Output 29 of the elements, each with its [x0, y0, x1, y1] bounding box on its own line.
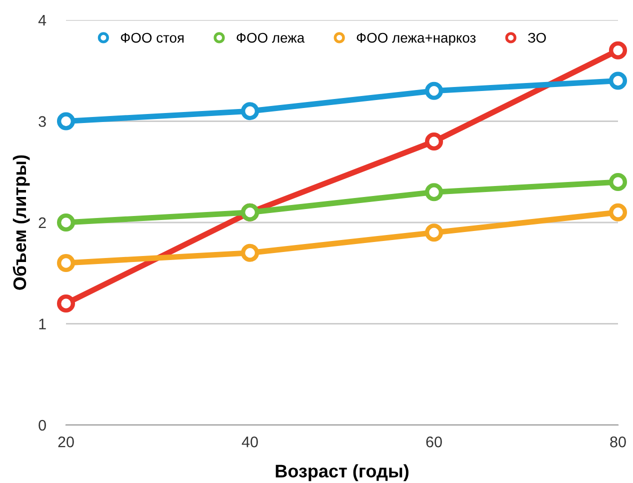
point: [56, 254, 76, 272]
point: [240, 102, 260, 120]
point: [608, 72, 628, 90]
x-tick-label: 40: [242, 436, 258, 448]
point: [608, 172, 628, 192]
y-tick-label: 2: [38, 217, 46, 228]
point: [56, 213, 76, 232]
legend-label: ФОО лежа: [236, 32, 305, 43]
y-tick-label: 3: [38, 116, 46, 127]
point: [56, 294, 76, 313]
point: [424, 224, 444, 242]
point: [424, 183, 444, 202]
point: [424, 82, 444, 100]
y-tick-label: 4: [38, 15, 46, 26]
point: [424, 132, 444, 151]
point: [56, 112, 76, 130]
y-tick-label: 1: [39, 318, 46, 330]
x-tick-label: 80: [610, 436, 626, 448]
x-axis-title: Возраст (годы): [276, 464, 408, 482]
legend-label: ФОО стоя: [120, 32, 184, 43]
point: [608, 41, 628, 60]
point: [240, 244, 260, 262]
x-tick-label: 20: [58, 436, 74, 448]
y-axis-title: Объем (литры): [12, 155, 30, 290]
legend-label: ФОО лежа+наркоз: [356, 32, 476, 46]
x-tick-label: 60: [426, 436, 442, 448]
y-tick-label: 0: [38, 420, 46, 431]
legend-label: ЗО: [528, 32, 546, 43]
point: [608, 203, 628, 222]
